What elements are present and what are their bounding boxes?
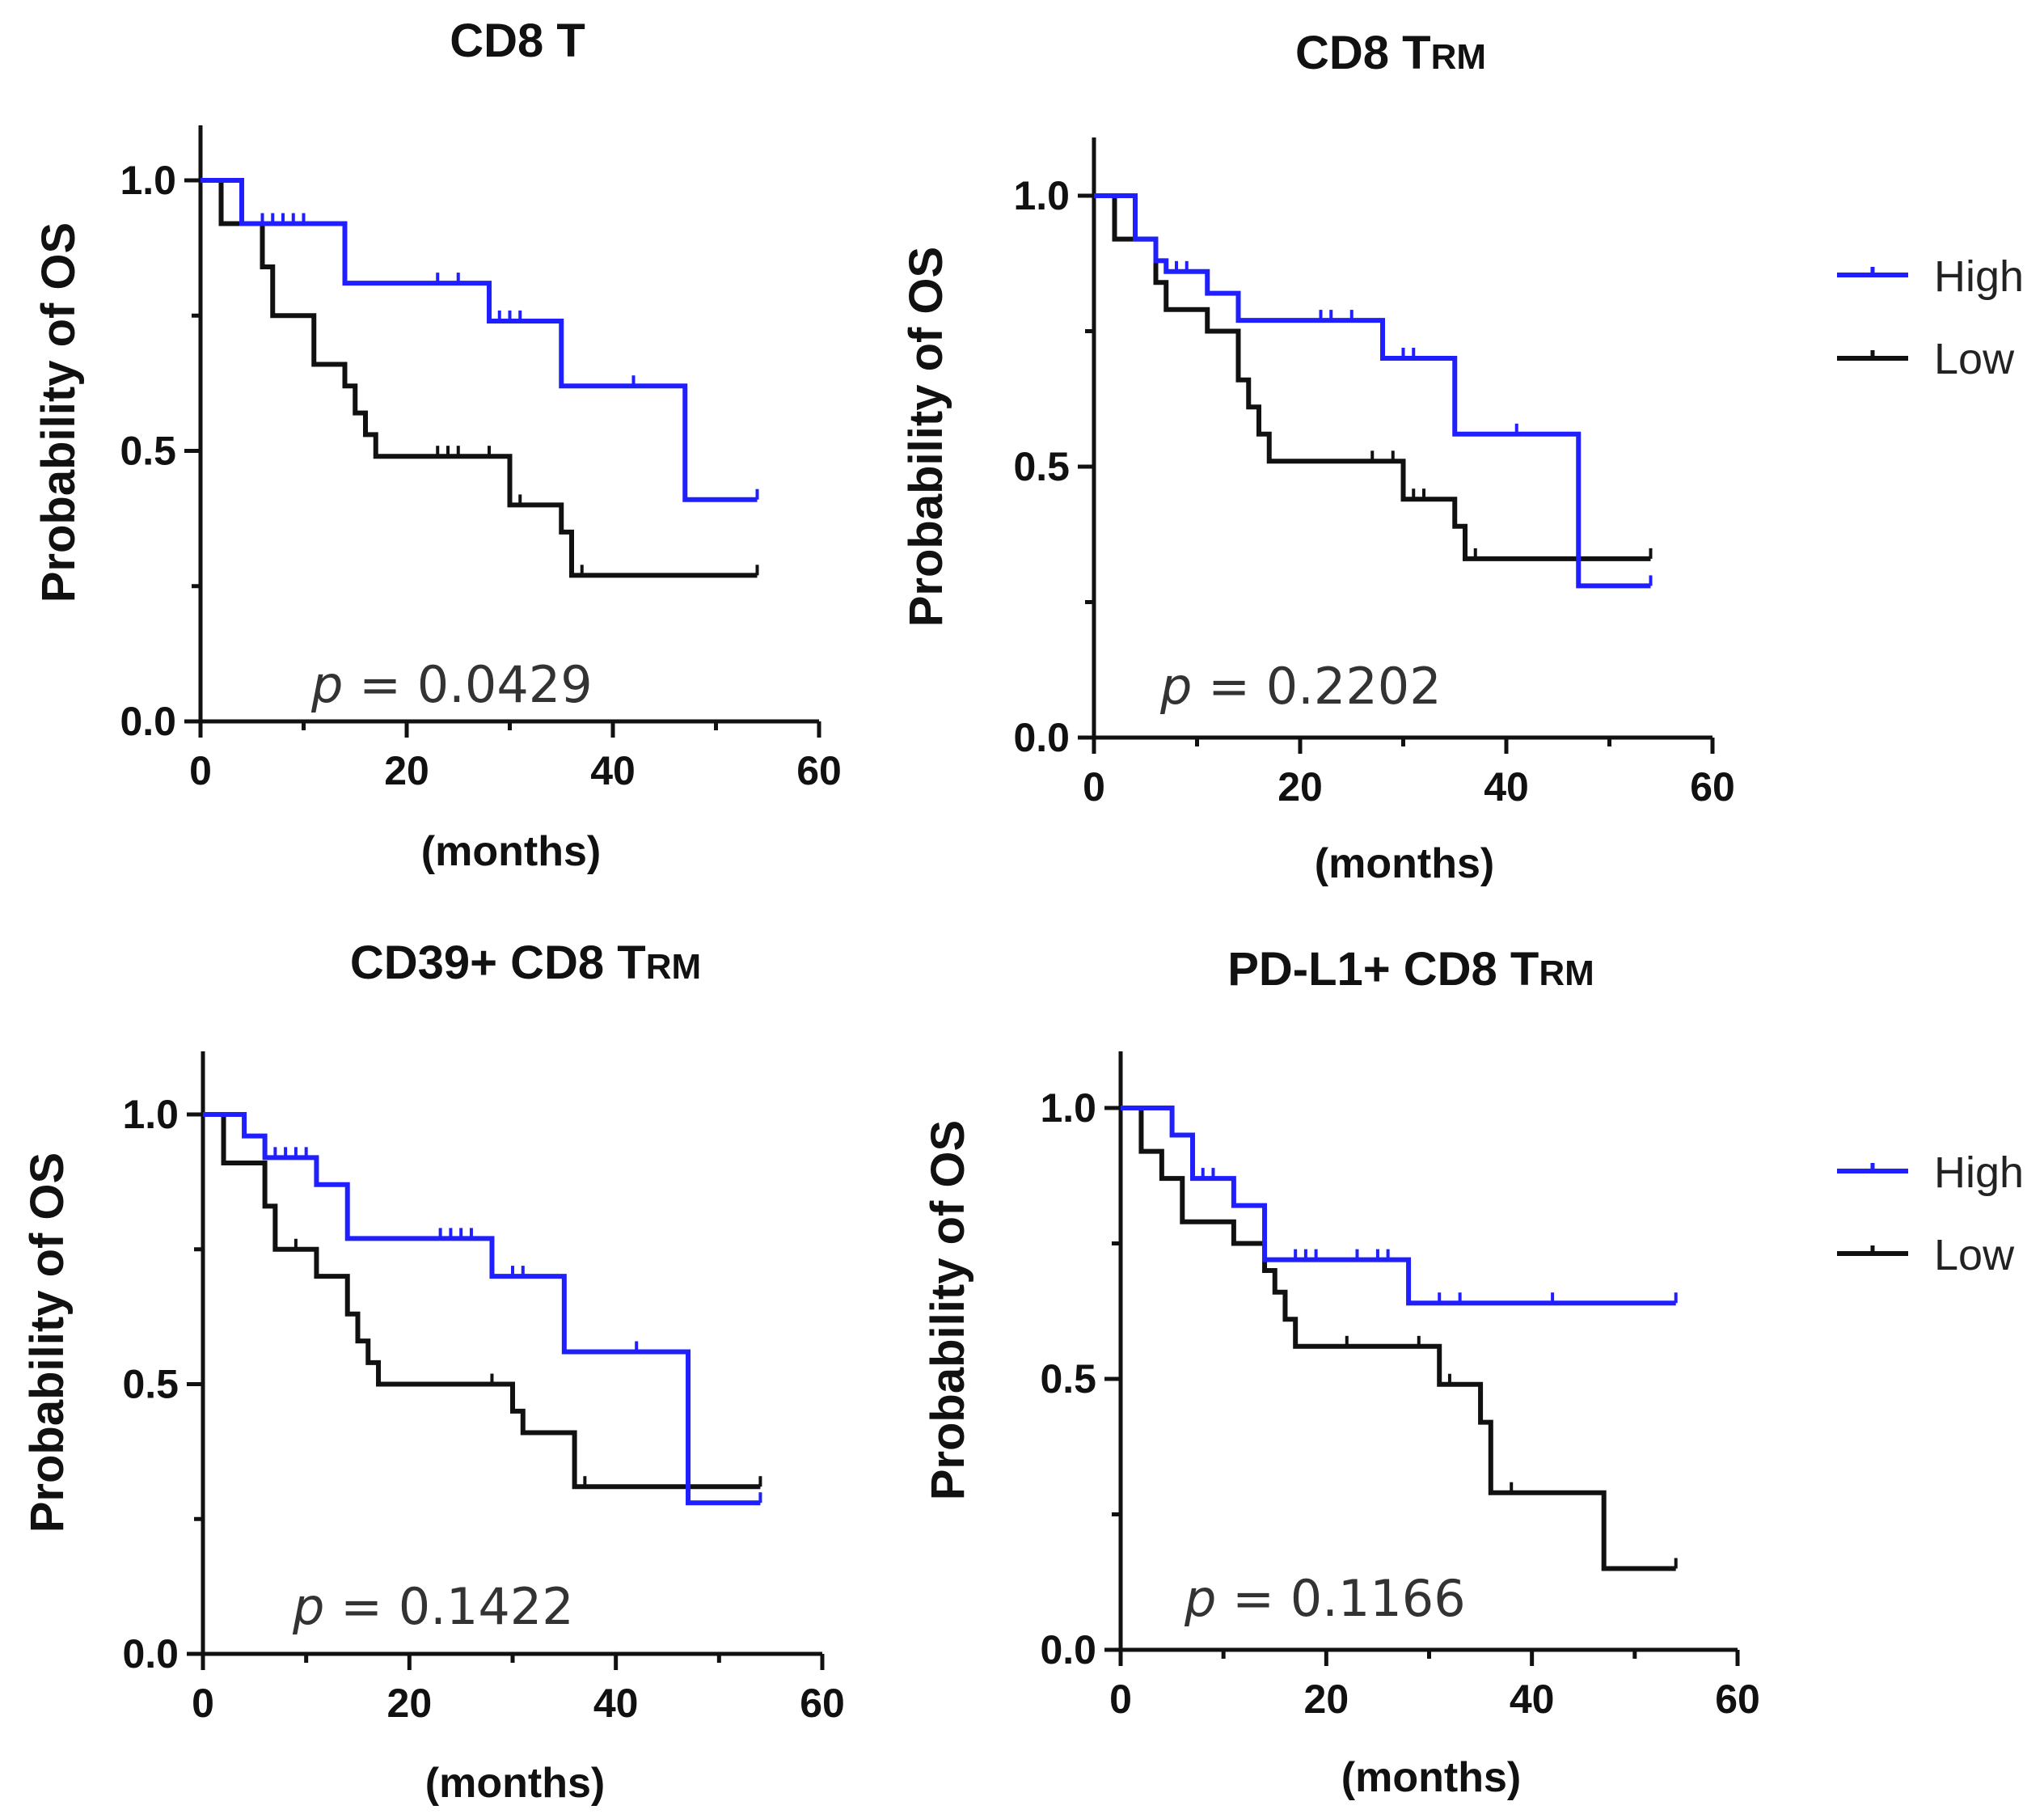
km-curve-low [201,178,758,578]
y-axis-label: Probability of OS [32,222,85,603]
km-panel-cd8-t: CD8 T 0 20 40 60 0.0 0.5 1.0 Probability of OS… [32,15,842,875]
km-curve-low [1121,1106,1676,1571]
y-tick-label: 0.0 [120,699,176,744]
x-tick-label: 60 [1690,764,1735,810]
p-value: p = 0.1166 [1184,1569,1466,1628]
km-panel-pdl1-cd8-trm: PD-L1+ CD8 TRM 0 20 40 60 0.0 0.5 1.0 Probabil… [922,943,2024,1801]
x-tick-label: 40 [590,748,636,793]
x-axis-label: (months) [421,828,601,875]
p-value: p = 0.2202 [1159,657,1442,716]
y-tick-label: 0.5 [1013,444,1070,489]
y-tick-label: 0.0 [1040,1627,1096,1672]
y-tick-label: 0.5 [1040,1356,1096,1402]
panel-title: CD39+ CD8 TRM [350,937,701,989]
x-tick-label: 0 [189,748,212,793]
legend-low-label: Low [1934,335,2015,383]
plot-area: 0 20 40 60 0.0 0.5 1.0 [120,125,842,793]
legend-high-label: High [1934,1148,2024,1197]
panel-title: PD-L1+ CD8 TRM [1227,943,1594,996]
y-tick-label: 0.0 [122,1631,179,1677]
km-curve-low [1094,193,1651,561]
legend-high-label: High [1934,252,2024,301]
y-tick-label: 1.0 [120,158,176,203]
y-tick-label: 0.5 [122,1362,179,1407]
km-curve-high [1094,193,1651,589]
km-curve-high [1121,1106,1676,1306]
p-value: p = 0.1422 [292,1577,574,1636]
legend: High Low [1837,252,2024,383]
x-tick-label: 40 [1484,764,1529,810]
km-panel-cd39-cd8-trm: CD39+ CD8 TRM 0 20 40 60 0.0 0.5 1.0 Probabili… [21,937,845,1807]
x-tick-label: 40 [1510,1677,1555,1722]
y-axis-label: Probability of OS [21,1152,74,1533]
plot-area: 0 20 40 60 0.0 0.5 1.0 [1013,137,1735,810]
y-axis-label: Probability of OS [922,1120,974,1501]
x-tick-label: 60 [796,748,842,793]
plot-area: 0 20 40 60 0.0 0.5 1.0 [1040,1051,1760,1722]
x-axis-label: (months) [1341,1754,1521,1801]
x-tick-label: 20 [1278,764,1323,810]
km-curve-low [203,1112,761,1490]
x-tick-label: 60 [1715,1677,1760,1722]
km-panel-cd8-trm: CD8 TRM 0 20 40 60 0.0 0.5 1.0 Probability of … [900,27,2024,887]
x-tick-label: 20 [384,748,429,793]
legend-low-label: Low [1934,1231,2015,1279]
y-tick-label: 0.5 [120,429,176,474]
p-value: p = 0.0429 [310,655,593,714]
y-tick-label: 1.0 [1040,1085,1096,1131]
x-tick-label: 60 [800,1681,845,1726]
panel-title: CD8 TRM [1295,27,1486,79]
y-tick-label: 1.0 [122,1092,179,1137]
legend: High Low [1837,1148,2024,1279]
km-curve-high [203,1112,761,1506]
x-axis-label: (months) [1315,840,1494,887]
x-tick-label: 20 [387,1681,433,1726]
x-tick-label: 40 [593,1681,639,1726]
x-tick-label: 0 [1109,1677,1132,1722]
km-curve-high [201,178,758,502]
x-tick-label: 0 [192,1681,214,1726]
plot-area: 0 20 40 60 0.0 0.5 1.0 [122,1051,845,1726]
y-tick-label: 0.0 [1013,715,1070,760]
x-axis-label: (months) [425,1760,605,1807]
panel-title: CD8 T [450,15,585,67]
y-tick-label: 1.0 [1013,173,1070,218]
x-tick-label: 20 [1304,1677,1349,1722]
y-axis-label: Probability of OS [900,247,952,628]
x-tick-label: 0 [1083,764,1105,810]
